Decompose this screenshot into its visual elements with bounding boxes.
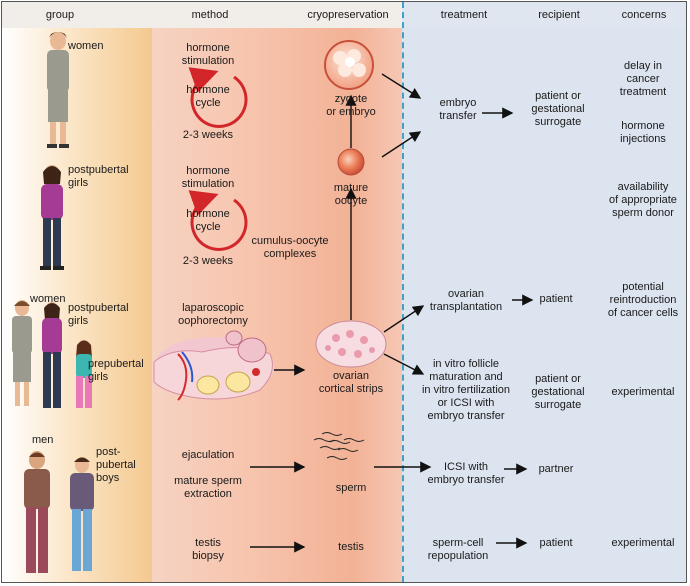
treatment-embryo-transfer: embryo transfer [439, 97, 477, 122]
hormone-cycle-arrow-icon [188, 190, 248, 251]
header-recipient: recipient [538, 9, 580, 21]
header-concerns: concerns [621, 9, 667, 21]
flow-arrows [250, 73, 534, 553]
method-testis-biopsy: testis biopsy [192, 537, 224, 562]
cryo-testis-label: testis [338, 541, 364, 553]
recipient-patient: patient [539, 293, 573, 305]
recipient-patient: patient [539, 537, 573, 549]
cryo-mature-oocyte-label: mature oocyte [333, 182, 369, 207]
concern-experimental: experimental [611, 537, 675, 549]
woman-figure-icon [47, 32, 69, 148]
ovary-illustration-icon [153, 330, 274, 401]
method-duration: 2-3 weeks [182, 255, 234, 267]
group-label-prepubertal-girls: prepubertal girls [88, 358, 144, 383]
method-duration: 2-3 weeks [182, 129, 234, 141]
ovarian-cortical-strips-icon [315, 320, 387, 368]
group-label-postpubertal-girls: postpubertal girls [68, 164, 129, 189]
cryo-cumulus-oocyte-label: cumulus-oocyte complexes [251, 235, 329, 260]
header-method: method [191, 9, 229, 21]
treatment-in-vitro-maturation: in vitro follicle maturation and in vitr… [421, 358, 511, 422]
concern-delay: delay in cancer treatment [619, 60, 667, 98]
treatment-icsi: ICSI with embryo transfer [427, 461, 505, 486]
concern-experimental: experimental [611, 386, 675, 398]
recipient-partner: partner [538, 463, 574, 475]
group-label-women: women [30, 293, 66, 305]
oocyte-icon [337, 148, 365, 176]
recipient-patient-or-surrogate: patient or gestational surrogate [531, 90, 585, 128]
treatment-ovarian-transplantation: ovarian transplantation [429, 288, 503, 313]
method-ejaculation: ejaculation [181, 449, 235, 461]
hormone-cycle-arrow-icon [188, 67, 248, 128]
header-group: group [45, 9, 75, 21]
girl-figure-icon [40, 165, 64, 270]
group-label-women: women [68, 40, 104, 52]
concern-hormone-injections: hormone injections [620, 120, 666, 145]
group-label-postpubertal-girls: postpubertal girls [68, 302, 129, 327]
men-and-boys-group-icon [24, 451, 94, 573]
group-label-postpubertal-boys: post- pubertal boys [96, 446, 136, 484]
method-hormone-cycle: hormone cycle [186, 208, 230, 233]
embryo-icon [324, 40, 374, 90]
dashed-divider [402, 2, 404, 582]
header-band-right [402, 2, 686, 28]
method-hormone-stimulation: hormone stimulation [181, 42, 235, 67]
header-treatment: treatment [440, 9, 488, 21]
treatment-column [402, 28, 686, 582]
method-mature-sperm-extraction: mature sperm extraction [174, 475, 242, 500]
treatment-sperm-cell-repopulation: sperm-cell repopulation [427, 537, 489, 562]
method-hormone-cycle: hormone cycle [186, 84, 230, 109]
cryo-zygote-label: zygote or embryo [326, 93, 376, 118]
cryo-ovarian-strips-label: ovarian cortical strips [318, 370, 384, 395]
method-laparoscopic-oophorectomy: laparoscopic oophorectomy [178, 302, 248, 327]
concern-sperm-donor: availability of appropriate sperm donor [609, 181, 677, 219]
cryo-sperm-label: sperm [335, 482, 367, 494]
concern-reintroduction: potential reintroduction of cancer cells [607, 281, 679, 319]
recipient-patient-or-surrogate: patient or gestational surrogate [531, 373, 585, 411]
method-cryo-column [152, 28, 402, 582]
header-cryopreservation: cryopreservation [307, 9, 389, 21]
sperm-icon [313, 432, 365, 460]
women-and-girls-group-icon [12, 300, 92, 408]
header-band-left [2, 2, 402, 28]
method-hormone-stimulation: hormone stimulation [181, 165, 235, 190]
group-label-men: men [32, 434, 54, 446]
